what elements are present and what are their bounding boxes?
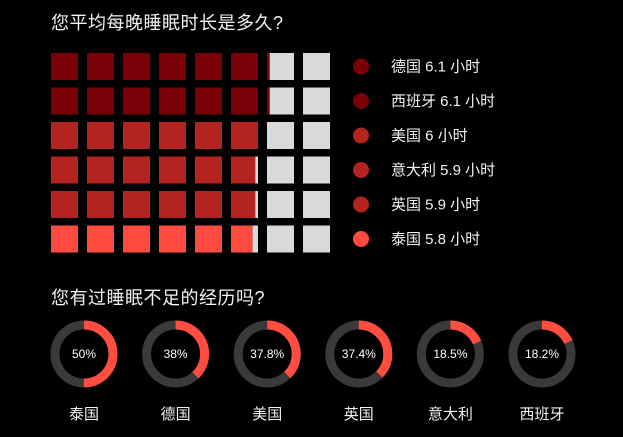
waffle-cell-filled: [231, 87, 258, 115]
legend-label: 泰国 5.8 小时: [391, 231, 480, 248]
waffle-cell-empty: [303, 156, 330, 184]
legend-dot: [353, 58, 369, 75]
donut-percent-label: 37.4%: [342, 347, 376, 361]
legend-dot: [353, 127, 369, 144]
waffle-cell-filled: [195, 53, 222, 80]
waffle-cell-empty: [303, 191, 330, 218]
waffle-cell-filled: [195, 87, 222, 115]
donut-arc: [325, 320, 393, 388]
waffle-cell-partial-empty: [255, 156, 258, 184]
legend-label: 英国 5.9 小时: [391, 196, 480, 214]
legend-label: 德国 6.1 小时: [391, 58, 480, 76]
waffle-cell-filled: [159, 122, 186, 149]
waffle-cell-filled: [87, 53, 114, 80]
waffle-cell-filled: [87, 191, 114, 218]
waffle-cell-filled: [87, 122, 114, 149]
waffle-cell-filled: [195, 225, 222, 253]
waffle-cell-filled: [123, 191, 150, 218]
waffle-cell-filled: [51, 53, 78, 80]
donut-percent-label: 38%: [164, 347, 188, 361]
waffle-cell-partial-fill: [231, 191, 256, 218]
legend-dot: [353, 93, 369, 109]
donut-arc: [50, 320, 118, 388]
waffle-cell-partial-empty: [255, 191, 258, 218]
legend-dot: [353, 162, 369, 178]
donut-percent-label: 18.5%: [433, 347, 467, 361]
donut-percent-label: 37.8%: [250, 347, 284, 361]
waffle-cell-filled: [231, 122, 258, 149]
waffle-cell-empty: [303, 53, 330, 80]
waffle-cell-filled: [51, 87, 78, 115]
waffle-cell-filled: [51, 156, 78, 184]
waffle-cell-filled: [51, 122, 78, 149]
legend-label: 意大利 5.9 小时: [391, 161, 495, 179]
waffle-cell-filled: [87, 225, 114, 253]
waffle-cell-filled: [159, 156, 186, 184]
waffle-cell-filled: [195, 156, 222, 184]
legend-dot: [353, 231, 369, 247]
donut-country-label: 美国: [252, 406, 282, 423]
waffle-cell-empty: [267, 191, 294, 218]
waffle-cell-filled: [51, 191, 78, 218]
legend-label: 美国 6 小时: [391, 128, 468, 145]
waffle-cell-filled: [159, 53, 186, 80]
waffle-cell-empty: [267, 156, 294, 184]
waffle-cell-filled: [123, 53, 150, 80]
waffle-cell-filled: [159, 225, 186, 253]
donut-country-label: 意大利: [428, 405, 473, 423]
waffle-cell-filled: [231, 53, 258, 80]
donut-percent-label: 18.2%: [525, 347, 559, 361]
donut-arc: [416, 320, 484, 388]
waffle-cell-empty: [303, 87, 330, 115]
waffle-cell-filled: [87, 87, 114, 115]
waffle-cell-filled: [159, 191, 186, 218]
chart-title-sleep-deprivation: 您有过睡眠不足的经历吗?: [51, 288, 266, 308]
waffle-cell-filled: [123, 122, 150, 149]
legend-dot: [353, 196, 369, 213]
waffle-cell-filled: [123, 156, 150, 184]
waffle-cell-filled: [123, 225, 150, 253]
waffle-cell-empty: [303, 225, 330, 253]
donut-country-label: 德国: [161, 405, 191, 423]
donut-country-label: 英国: [344, 405, 374, 423]
waffle-cell-filled: [195, 122, 222, 149]
donut-country-label: 泰国: [69, 406, 99, 423]
waffle-cell-filled: [123, 87, 150, 115]
waffle-cell-partial-empty: [269, 53, 294, 80]
waffle-cell-empty: [267, 225, 294, 253]
waffle-cell-partial-fill: [231, 156, 256, 184]
waffle-cell-partial-empty: [252, 225, 258, 253]
waffle-cell-partial-fill: [267, 87, 270, 115]
waffle-cell-filled: [195, 191, 222, 218]
donut-percent-label: 50%: [72, 347, 96, 361]
waffle-cell-filled: [51, 225, 78, 253]
waffle-cell-empty: [267, 122, 294, 149]
donut-country-label: 西班牙: [519, 406, 564, 423]
donut-arc: [508, 320, 576, 388]
chart-title-sleep-hours: 您平均每晚睡眠时长是多久?: [51, 13, 284, 33]
waffle-cell-filled: [87, 156, 114, 184]
waffle-cell-partial-empty: [269, 87, 294, 115]
waffle-cell-partial-fill: [231, 225, 253, 253]
waffle-cell-filled: [159, 87, 186, 115]
donut-arc: [142, 320, 210, 388]
waffle-cell-partial-fill: [267, 53, 270, 80]
waffle-cell-empty: [303, 122, 330, 149]
donut-arc: [233, 320, 301, 388]
legend-label: 西班牙 6.1 小时: [391, 93, 495, 110]
